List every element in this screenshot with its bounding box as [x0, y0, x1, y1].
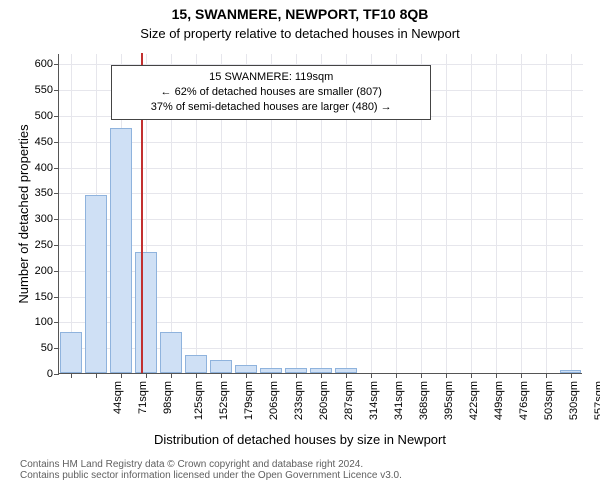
y-tick-mark — [54, 271, 59, 272]
histogram-bar — [310, 368, 332, 373]
annotation-line-1: 15 SWANMERE: 119sqm — [120, 70, 422, 85]
histogram-bar — [335, 368, 357, 373]
x-tick-mark — [496, 373, 497, 378]
x-tick-label: 530sqm — [568, 377, 580, 420]
histogram-bar — [210, 360, 232, 373]
histogram-bar — [160, 332, 182, 373]
x-tick-mark — [246, 373, 247, 378]
x-tick-label: 152sqm — [218, 377, 230, 420]
x-tick-mark — [196, 373, 197, 378]
x-tick-mark — [221, 373, 222, 378]
grid-line-v — [571, 54, 572, 374]
chart-subtitle: Size of property relative to detached ho… — [0, 26, 600, 41]
x-tick-label: 260sqm — [318, 377, 330, 420]
footer: Contains HM Land Registry data © Crown c… — [0, 459, 600, 481]
x-tick-label: 71sqm — [137, 377, 149, 414]
y-tick-mark — [54, 322, 59, 323]
x-tick-label: 314sqm — [368, 377, 380, 420]
x-tick-label: 125sqm — [193, 377, 205, 420]
x-tick-label: 98sqm — [162, 377, 174, 414]
x-tick-mark — [171, 373, 172, 378]
grid-line-v — [471, 54, 472, 374]
plot-area: 05010015020025030035040045050055060044sq… — [58, 54, 582, 374]
x-tick-label: 449sqm — [493, 377, 505, 420]
x-tick-mark — [446, 373, 447, 378]
footer-line-2: Contains public sector information licen… — [20, 470, 600, 481]
x-tick-mark — [521, 373, 522, 378]
histogram-bar — [560, 370, 582, 373]
x-tick-mark — [346, 373, 347, 378]
chart-container: 15, SWANMERE, NEWPORT, TF10 8QB Size of … — [0, 0, 600, 500]
annotation-line-3: 37% of semi-detached houses are larger (… — [120, 100, 422, 115]
histogram-bar — [135, 252, 157, 373]
x-axis-label: Distribution of detached houses by size … — [0, 432, 600, 447]
x-tick-label: 179sqm — [243, 377, 255, 420]
y-tick-mark — [54, 297, 59, 298]
y-tick-mark — [54, 116, 59, 117]
x-tick-label: 44sqm — [113, 377, 125, 414]
x-tick-label: 557sqm — [593, 377, 600, 420]
x-tick-mark — [71, 373, 72, 378]
x-tick-mark — [96, 373, 97, 378]
x-tick-label: 233sqm — [293, 377, 305, 420]
grid-line-v — [521, 54, 522, 374]
x-tick-mark — [471, 373, 472, 378]
x-tick-mark — [371, 373, 372, 378]
grid-line-v — [496, 54, 497, 374]
x-tick-label: 287sqm — [343, 377, 355, 420]
annotation-box: 15 SWANMERE: 119sqm ← 62% of detached ho… — [111, 65, 431, 120]
grid-line-v — [546, 54, 547, 374]
y-tick-mark — [54, 374, 59, 375]
y-axis-label: Number of detached properties — [16, 54, 31, 374]
x-tick-mark — [571, 373, 572, 378]
y-tick-mark — [54, 219, 59, 220]
annotation-line-2: ← 62% of detached houses are smaller (80… — [120, 85, 422, 100]
grid-line-v — [446, 54, 447, 374]
histogram-bar — [260, 368, 282, 373]
grid-line-v — [71, 54, 72, 374]
x-tick-mark — [396, 373, 397, 378]
histogram-bar — [235, 365, 257, 373]
x-tick-mark — [321, 373, 322, 378]
histogram-bar — [285, 368, 307, 373]
x-tick-label: 503sqm — [543, 377, 555, 420]
x-tick-mark — [121, 373, 122, 378]
x-tick-label: 341sqm — [393, 377, 405, 420]
x-tick-mark — [296, 373, 297, 378]
x-tick-label: 395sqm — [443, 377, 455, 420]
y-tick-mark — [54, 168, 59, 169]
histogram-bar — [60, 332, 82, 373]
histogram-bar — [185, 355, 207, 373]
y-tick-mark — [54, 193, 59, 194]
histogram-bar — [110, 128, 132, 373]
y-tick-mark — [54, 64, 59, 65]
x-tick-label: 422sqm — [468, 377, 480, 420]
x-tick-label: 206sqm — [268, 377, 280, 420]
x-tick-mark — [271, 373, 272, 378]
x-tick-label: 368sqm — [418, 377, 430, 420]
y-tick-mark — [54, 90, 59, 91]
histogram-bar — [85, 195, 107, 373]
y-tick-mark — [54, 348, 59, 349]
x-tick-label: 476sqm — [518, 377, 530, 420]
x-tick-mark — [546, 373, 547, 378]
y-tick-mark — [54, 142, 59, 143]
x-tick-mark — [146, 373, 147, 378]
chart-title: 15, SWANMERE, NEWPORT, TF10 8QB — [0, 6, 600, 22]
y-tick-mark — [54, 245, 59, 246]
footer-line-1: Contains HM Land Registry data © Crown c… — [20, 459, 600, 470]
x-tick-mark — [421, 373, 422, 378]
